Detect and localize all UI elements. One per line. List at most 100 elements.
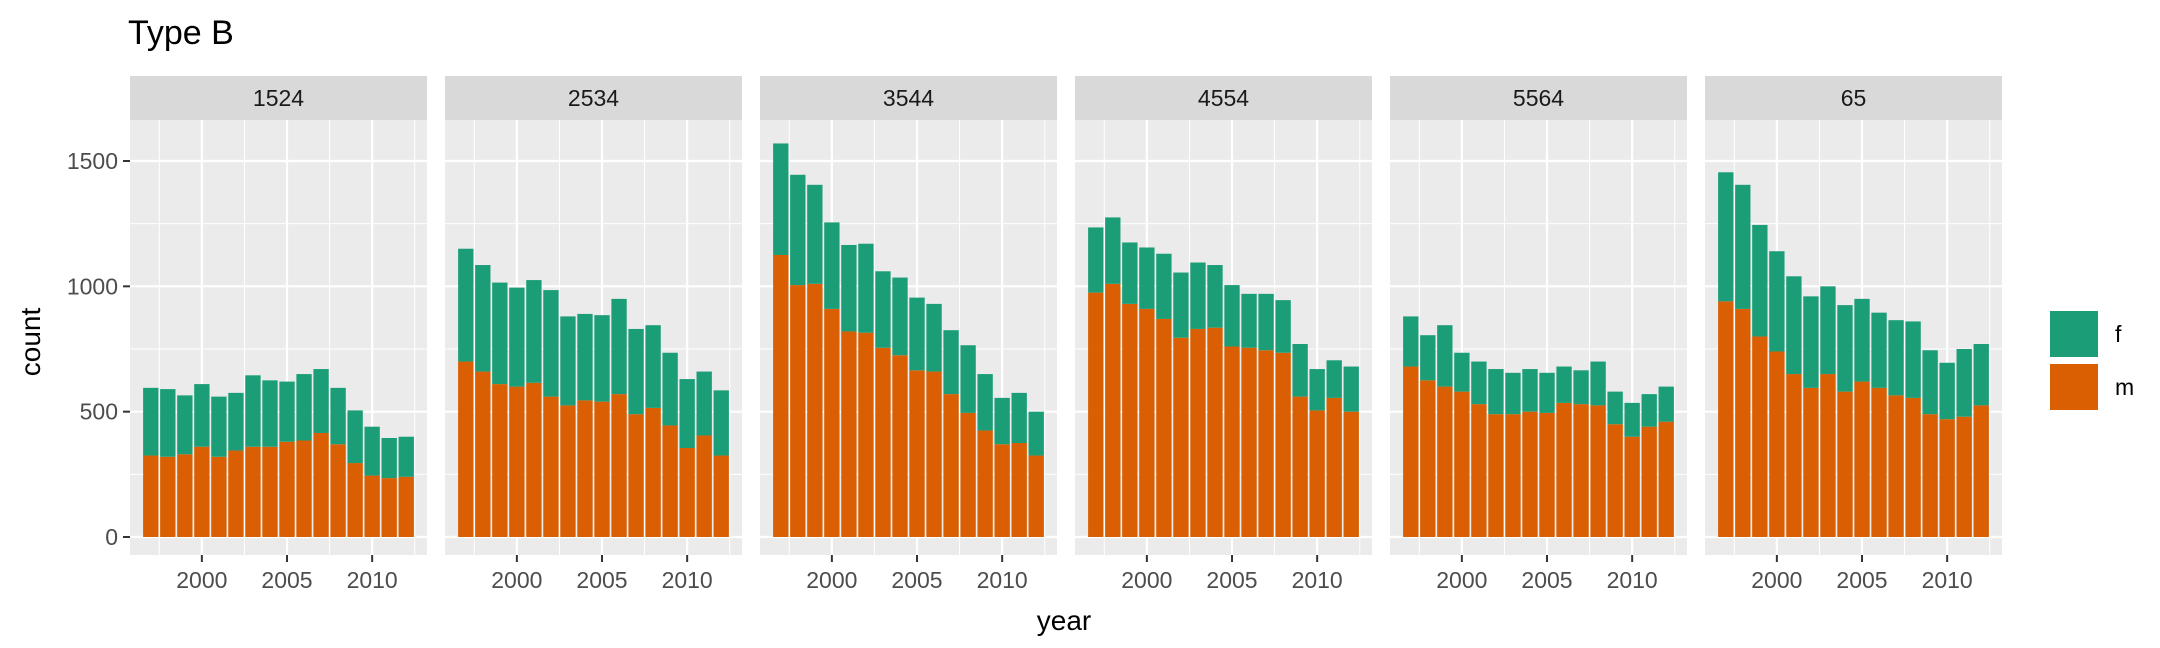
bar-f-4554-2004 xyxy=(1207,265,1223,328)
bar-m-4554-2001 xyxy=(1156,318,1172,537)
bar-m-1524-2000 xyxy=(194,446,210,537)
y-axis-label: count xyxy=(15,308,46,377)
bar-m-3544-2004 xyxy=(892,355,908,537)
facet-strip xyxy=(445,76,742,120)
bar-f-3544-2004 xyxy=(892,277,908,356)
bar-m-1524-2008 xyxy=(330,444,346,537)
bar-m-4554-2012 xyxy=(1343,411,1359,537)
bar-f-4554-1999 xyxy=(1122,242,1138,304)
bar-f-3544-2002 xyxy=(858,243,874,333)
bar-f-3544-1997 xyxy=(773,143,789,255)
bar-f-1524-2008 xyxy=(330,387,346,445)
bar-m-5564-2010 xyxy=(1624,436,1640,537)
bar-f-1524-2006 xyxy=(296,374,312,441)
bar-m-3544-2010 xyxy=(994,444,1010,537)
bar-m-65-2001 xyxy=(1786,374,1802,537)
bar-m-2534-1997 xyxy=(458,361,474,537)
bar-m-65-2010 xyxy=(1939,419,1955,537)
bar-f-65-2008 xyxy=(1905,321,1921,398)
bar-f-5564-2011 xyxy=(1641,394,1657,427)
bar-m-4554-1998 xyxy=(1105,283,1121,537)
bar-f-3544-2012 xyxy=(1028,411,1044,456)
bar-f-2534-2002 xyxy=(543,290,559,397)
bar-m-4554-2007 xyxy=(1258,350,1274,537)
x-tick-label: 2005 xyxy=(891,567,942,593)
bar-f-2534-2010 xyxy=(679,379,695,449)
y-tick-label: 0 xyxy=(105,524,118,550)
bar-m-1524-2006 xyxy=(296,440,312,537)
bar-f-3544-1999 xyxy=(807,184,823,284)
bar-m-2534-2002 xyxy=(543,396,559,537)
bar-f-5564-2012 xyxy=(1658,386,1674,422)
bar-f-65-2012 xyxy=(1973,343,1989,406)
bar-f-65-2004 xyxy=(1837,305,1853,392)
bar-m-5564-2002 xyxy=(1488,414,1504,537)
facet-strip-label: 1524 xyxy=(253,85,304,111)
bar-f-3544-2003 xyxy=(875,271,891,348)
bar-m-4554-2009 xyxy=(1292,396,1308,537)
bar-f-3544-2007 xyxy=(943,330,959,395)
bar-m-2534-2011 xyxy=(696,435,712,537)
bar-m-4554-2006 xyxy=(1241,347,1257,537)
bar-f-1524-2007 xyxy=(313,369,329,433)
bar-m-65-2009 xyxy=(1922,414,1938,537)
bar-m-3544-2011 xyxy=(1011,443,1027,537)
bar-m-3544-2005 xyxy=(909,370,925,537)
bar-f-65-2005 xyxy=(1854,298,1870,382)
bar-m-3544-2000 xyxy=(824,308,840,537)
bar-m-3544-2002 xyxy=(858,332,874,537)
bar-f-5564-2007 xyxy=(1573,370,1589,405)
bar-f-2534-2004 xyxy=(577,313,593,401)
bar-m-1524-2005 xyxy=(279,441,295,537)
bar-m-3544-1997 xyxy=(773,255,789,537)
bar-f-1524-1998 xyxy=(160,389,176,457)
bar-m-3544-2008 xyxy=(960,412,976,537)
bar-f-65-2010 xyxy=(1939,362,1955,420)
bar-f-5564-2009 xyxy=(1607,391,1623,425)
bar-m-3544-1998 xyxy=(790,285,806,537)
bar-f-65-2000 xyxy=(1769,251,1785,352)
facet-panel-65: 65 2000 2005 2010 xyxy=(1705,76,2002,593)
bar-f-5564-2001 xyxy=(1471,361,1487,405)
bar-f-5564-1997 xyxy=(1403,316,1419,367)
facet-strip-label: 4554 xyxy=(1198,85,1249,111)
bar-m-5564-1997 xyxy=(1403,366,1419,537)
bar-m-4554-1997 xyxy=(1088,292,1104,537)
bar-f-5564-2005 xyxy=(1539,372,1555,413)
bar-m-5564-2011 xyxy=(1641,426,1657,537)
bar-f-65-1998 xyxy=(1735,184,1751,309)
bar-m-2534-2000 xyxy=(509,386,525,537)
bar-f-4554-2011 xyxy=(1326,360,1342,398)
facet-strip xyxy=(1705,76,2002,120)
bar-f-65-2001 xyxy=(1786,276,1802,375)
bar-m-5564-2000 xyxy=(1454,391,1470,537)
bar-f-1524-2012 xyxy=(398,436,414,477)
bar-f-2534-1998 xyxy=(475,265,491,372)
bar-f-1524-2003 xyxy=(245,375,261,447)
bar-m-2534-2012 xyxy=(713,455,729,537)
x-tick-label: 2000 xyxy=(1436,567,1487,593)
bar-f-2534-2011 xyxy=(696,371,712,436)
bar-f-4554-2007 xyxy=(1258,293,1274,351)
bar-f-2534-2005 xyxy=(594,315,610,402)
bar-f-65-2011 xyxy=(1956,349,1972,417)
facet-panels: 1524 2000 2005 2010 2534 2000 2005 2010 3544 2000… xyxy=(130,76,2002,593)
bar-m-65-2000 xyxy=(1769,351,1785,537)
x-tick-label: 2005 xyxy=(261,567,312,593)
legend-key-m xyxy=(2050,364,2098,410)
bar-m-65-2011 xyxy=(1956,416,1972,537)
bar-m-5564-2003 xyxy=(1505,414,1521,537)
bar-m-4554-1999 xyxy=(1122,303,1138,537)
bar-f-4554-2001 xyxy=(1156,253,1172,319)
bar-m-2534-2004 xyxy=(577,400,593,537)
x-tick-label: 2010 xyxy=(1292,567,1343,593)
legend-key-f xyxy=(2050,311,2098,357)
bar-f-1524-1997 xyxy=(143,387,159,456)
x-tick-label: 2005 xyxy=(576,567,627,593)
facet-strip xyxy=(1390,76,1687,120)
bar-f-2534-2009 xyxy=(662,352,678,426)
bar-m-1524-2001 xyxy=(211,456,227,537)
bar-f-4554-2002 xyxy=(1173,272,1189,338)
bar-f-4554-2010 xyxy=(1309,369,1325,411)
bar-m-5564-1999 xyxy=(1437,386,1453,537)
